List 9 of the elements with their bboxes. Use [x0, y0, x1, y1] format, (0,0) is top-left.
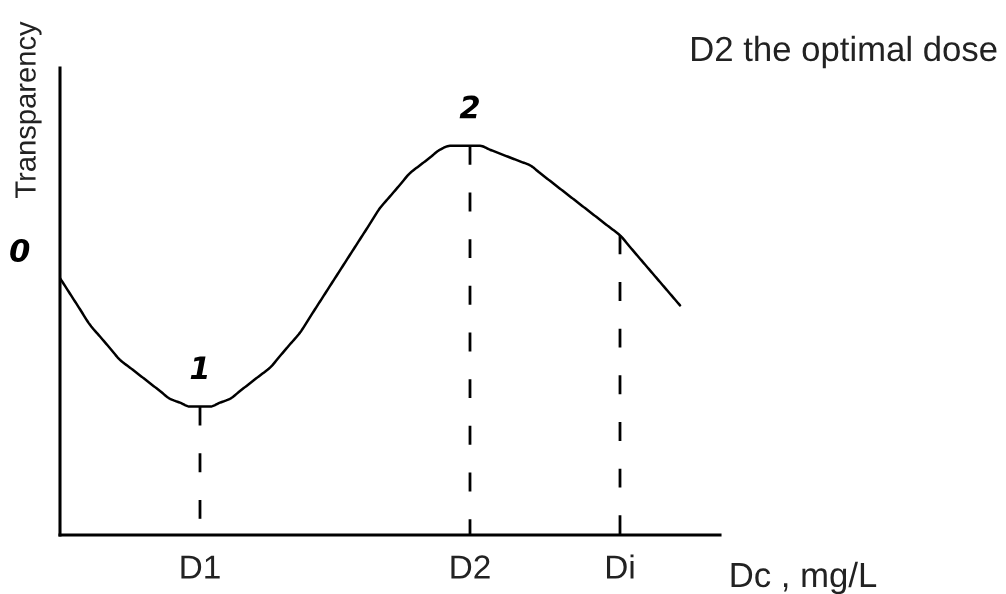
text: 0 [10, 238, 30, 263]
x-axis-title: Dc , mg/L [731, 561, 877, 594]
x-tick-label: D2 [451, 555, 490, 579]
y-axis-title: Transparency [15, 21, 42, 198]
text: D2 the optimal dose [692, 35, 997, 69]
x-tick-label: D1 [181, 555, 220, 579]
annotation: 1 [190, 356, 208, 379]
x-tick-label: Di [606, 554, 634, 579]
annotation: 2 [459, 95, 479, 119]
